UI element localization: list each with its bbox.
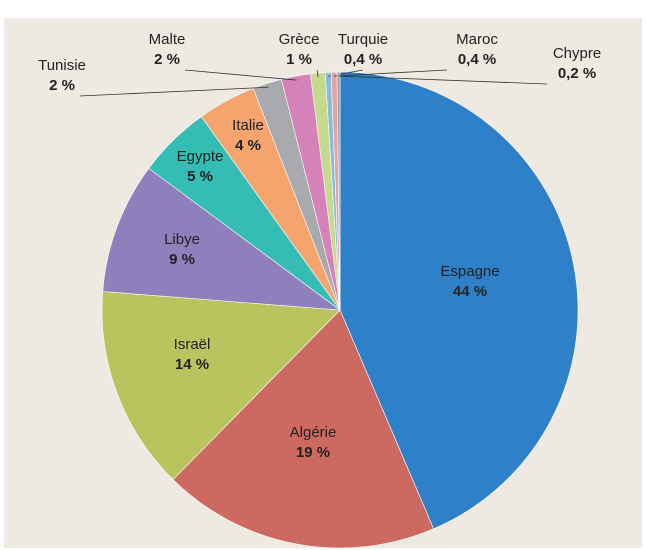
value-label: 2 % xyxy=(49,77,75,94)
slice-label: Israël xyxy=(174,336,211,353)
value-label: 14 % xyxy=(175,356,209,373)
value-label: 0,4 % xyxy=(344,51,382,68)
pie-slice xyxy=(102,167,342,311)
slice-label: Libye xyxy=(164,231,200,248)
slice-label: Algérie xyxy=(290,424,337,441)
slice-label: Turquie xyxy=(338,31,388,48)
pie-slice xyxy=(101,291,341,481)
slice-label: Grèce xyxy=(279,31,320,48)
leader-line xyxy=(338,75,548,85)
slice-label: Chypre xyxy=(553,45,601,62)
leader-line xyxy=(79,86,269,97)
value-label: 0,2 % xyxy=(558,65,596,82)
value-label: 19 % xyxy=(296,444,330,461)
value-label: 9 % xyxy=(169,251,195,268)
slice-label: Tunisie xyxy=(38,57,86,74)
leader-line xyxy=(334,69,448,77)
slice-label: Maroc xyxy=(456,31,498,48)
value-label: 4 % xyxy=(235,137,261,154)
slice-label: Italie xyxy=(232,117,264,134)
value-label: 0,4 % xyxy=(458,51,496,68)
slice-label: Egypte xyxy=(177,148,224,165)
value-label: 1 % xyxy=(286,51,312,68)
value-label: 5 % xyxy=(187,168,213,185)
leader-line xyxy=(316,69,319,78)
value-label: 2 % xyxy=(154,51,180,68)
pie-slice xyxy=(336,71,341,311)
slice-label: Malte xyxy=(149,31,186,48)
slice-label: Espagne xyxy=(440,263,499,280)
leader-line xyxy=(184,69,297,81)
pie-slice xyxy=(172,309,435,549)
value-label: 44 % xyxy=(453,283,487,300)
pie-slice xyxy=(339,71,579,530)
